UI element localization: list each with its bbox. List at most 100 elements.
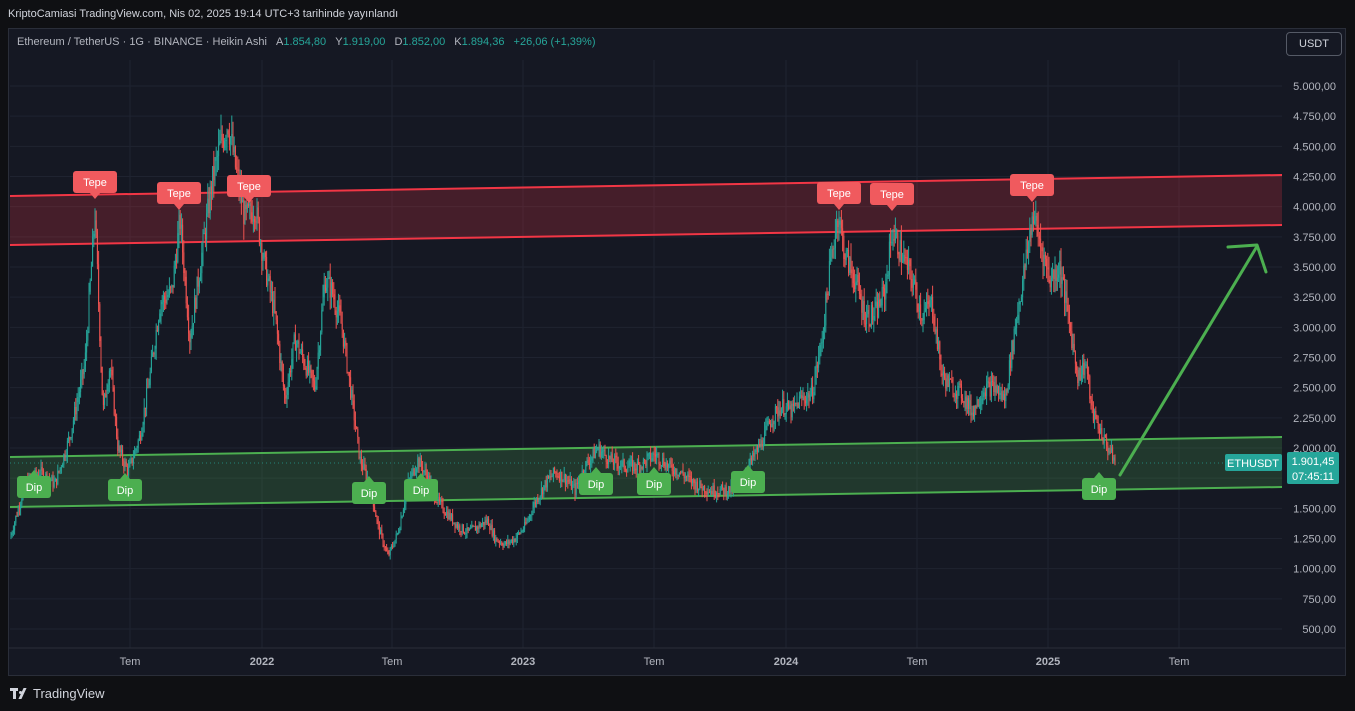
candle-body bbox=[576, 482, 578, 485]
tepe-label: Tepe bbox=[1020, 180, 1044, 192]
candle-body bbox=[591, 456, 593, 461]
candle-body bbox=[418, 458, 420, 467]
candle-body bbox=[923, 311, 925, 321]
candle-body bbox=[878, 299, 880, 318]
candle-body bbox=[604, 449, 606, 456]
candle-body bbox=[473, 526, 475, 527]
candle-body bbox=[130, 457, 132, 462]
candle-body bbox=[70, 437, 72, 439]
candle-body bbox=[514, 539, 516, 542]
candle-body bbox=[135, 449, 137, 451]
candle-body bbox=[190, 337, 192, 343]
tradingview-logo[interactable]: TradingView bbox=[10, 686, 105, 701]
candle-body bbox=[323, 284, 325, 298]
candle-body bbox=[788, 401, 790, 409]
candle-body bbox=[668, 464, 670, 468]
candle-body bbox=[729, 486, 731, 493]
candle-body bbox=[110, 370, 112, 371]
candle-body bbox=[76, 402, 78, 415]
time-tick-label: Tem bbox=[907, 656, 928, 668]
interval[interactable]: 1G bbox=[129, 36, 144, 48]
candle-body bbox=[590, 460, 592, 466]
candle-body bbox=[201, 252, 203, 274]
candle-body bbox=[108, 370, 110, 385]
candle-body bbox=[17, 508, 19, 516]
candle-body bbox=[42, 470, 44, 481]
candle-body bbox=[316, 368, 318, 387]
candle-body bbox=[785, 406, 787, 415]
candle-body bbox=[798, 396, 800, 408]
candle-body bbox=[1074, 352, 1076, 364]
candle-body bbox=[60, 467, 62, 469]
candle-body bbox=[100, 341, 102, 367]
candle-body bbox=[96, 231, 98, 265]
price-tick-label: 4.500,00 bbox=[1293, 141, 1336, 153]
tepe-marker: Tepe bbox=[870, 183, 914, 211]
candle-body bbox=[75, 407, 77, 415]
candle-body bbox=[471, 525, 473, 529]
candle-body bbox=[82, 369, 84, 375]
candle-body bbox=[273, 299, 275, 313]
candle-body bbox=[447, 511, 449, 520]
candle-body bbox=[905, 257, 907, 259]
candle-body bbox=[1091, 399, 1093, 406]
candle-body bbox=[778, 410, 780, 417]
candle-body bbox=[557, 476, 559, 478]
candle-body bbox=[830, 257, 832, 262]
dip-label: Dip bbox=[413, 485, 430, 497]
candle-body bbox=[172, 285, 174, 288]
candle-body bbox=[317, 352, 319, 369]
candle-body bbox=[18, 508, 20, 510]
candle-body bbox=[490, 524, 492, 530]
currency-button[interactable]: USDT bbox=[1286, 32, 1342, 56]
candle-body bbox=[214, 160, 216, 181]
candle-body bbox=[389, 547, 391, 556]
candle-body bbox=[842, 228, 844, 236]
candle-body bbox=[884, 288, 886, 300]
candle-body bbox=[472, 525, 474, 527]
candle-body bbox=[248, 203, 250, 206]
candle-body bbox=[309, 365, 311, 373]
candle-body bbox=[380, 529, 382, 535]
candle-body bbox=[600, 451, 602, 457]
candle-body bbox=[999, 393, 1001, 395]
candle-body bbox=[947, 375, 949, 387]
candle-body bbox=[417, 458, 419, 469]
candle-body bbox=[1084, 364, 1086, 375]
marker-pointer bbox=[174, 204, 184, 210]
candle-body bbox=[652, 453, 654, 459]
candle-body bbox=[509, 541, 511, 544]
candle-body bbox=[251, 212, 253, 222]
candle-body bbox=[815, 365, 817, 378]
candle-body bbox=[776, 406, 778, 408]
candle-body bbox=[502, 545, 504, 547]
candle-body bbox=[599, 444, 601, 457]
chart-style: Heikin Ashi bbox=[212, 36, 267, 48]
candle-body bbox=[234, 146, 236, 168]
candle-body bbox=[644, 459, 646, 461]
candle-body bbox=[993, 381, 995, 392]
candle-body bbox=[1059, 260, 1061, 275]
candle-body bbox=[800, 395, 802, 397]
candle-body bbox=[1100, 428, 1102, 433]
candle-body bbox=[726, 493, 728, 497]
candle-body bbox=[1076, 363, 1078, 371]
candle-body bbox=[518, 532, 520, 534]
candle-body bbox=[645, 460, 647, 466]
candle-body bbox=[1065, 291, 1067, 303]
candle-body bbox=[809, 394, 811, 401]
candle-body bbox=[106, 391, 108, 398]
candle-body bbox=[1011, 341, 1013, 368]
time-tick-label: 2022 bbox=[250, 656, 274, 668]
candle-body bbox=[101, 366, 103, 395]
candle-body bbox=[359, 456, 361, 459]
candle-body bbox=[941, 373, 943, 376]
symbol-name[interactable]: Ethereum / TetherUS bbox=[17, 36, 120, 48]
candle-body bbox=[206, 213, 208, 240]
candle-body bbox=[659, 464, 661, 466]
candle-body bbox=[341, 323, 343, 330]
candle-body bbox=[246, 203, 248, 210]
candle-body bbox=[143, 407, 145, 425]
time-tick-label: Tem bbox=[1169, 656, 1190, 668]
